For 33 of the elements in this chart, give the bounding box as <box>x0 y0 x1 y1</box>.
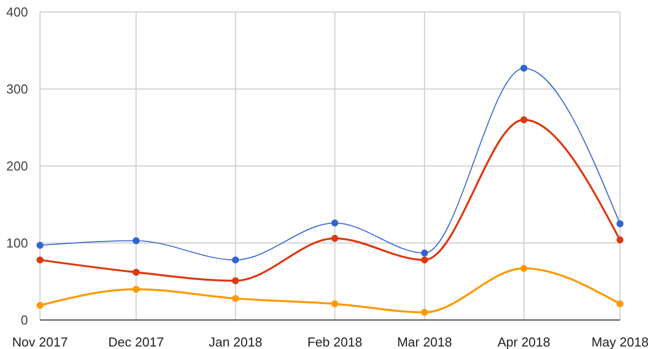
point <box>421 250 428 257</box>
point <box>616 236 624 244</box>
y-tick-label: 100 <box>6 236 28 251</box>
point <box>132 286 140 293</box>
point <box>36 242 44 249</box>
point <box>520 264 528 272</box>
point <box>36 302 44 309</box>
x-tick-label: Jan 2018 <box>208 334 262 349</box>
point <box>421 308 428 316</box>
point <box>232 256 239 264</box>
point <box>232 294 239 302</box>
point <box>520 64 528 72</box>
y-tick-label: 0 <box>20 312 28 328</box>
x-tick-label: May 2018 <box>591 334 649 349</box>
point <box>331 300 338 308</box>
x-tick-label: Apr 2018 <box>497 334 550 349</box>
point <box>616 300 624 308</box>
point <box>36 256 44 264</box>
x-tick-label: Dec 2017 <box>108 334 164 349</box>
point <box>520 116 528 124</box>
x-tick-label: Nov 2017 <box>12 334 68 349</box>
y-tick-label: 300 <box>6 82 28 97</box>
x-tick-label: Feb 2018 <box>307 334 362 349</box>
y-tick-label: 400 <box>6 4 28 20</box>
point <box>132 237 140 244</box>
x-tick-label: Mar 2018 <box>397 334 452 349</box>
point <box>331 234 338 242</box>
point <box>232 277 239 284</box>
point <box>132 268 140 276</box>
point <box>331 219 338 226</box>
point <box>421 256 428 264</box>
y-tick-label: 200 <box>6 158 28 174</box>
point <box>616 220 624 228</box>
